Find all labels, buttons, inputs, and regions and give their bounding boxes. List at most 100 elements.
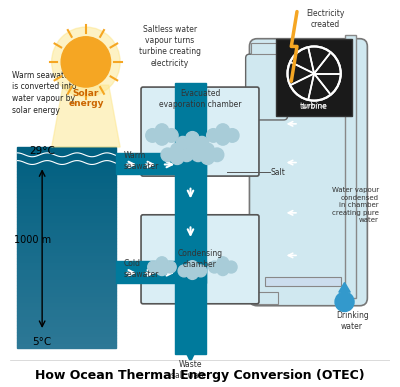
Bar: [18, 274, 116, 278]
Circle shape: [176, 136, 190, 150]
Bar: [18, 147, 116, 151]
Circle shape: [52, 27, 120, 97]
Bar: [18, 207, 116, 211]
FancyBboxPatch shape: [141, 215, 259, 304]
Text: Saltless water
vapour turns
turbine creating
electricity: Saltless water vapour turns turbine crea…: [138, 25, 200, 68]
Text: Condensing
chamber: Condensing chamber: [178, 249, 222, 269]
Circle shape: [216, 124, 230, 137]
Circle shape: [226, 128, 239, 142]
FancyBboxPatch shape: [250, 39, 367, 306]
Bar: [18, 342, 116, 345]
Bar: [18, 154, 116, 157]
Bar: [18, 217, 116, 221]
Bar: [18, 278, 116, 281]
Bar: [18, 328, 116, 332]
Bar: [18, 268, 116, 271]
Bar: [18, 325, 116, 328]
Circle shape: [155, 124, 169, 137]
Bar: [18, 224, 116, 228]
Bar: [18, 151, 116, 154]
Circle shape: [165, 128, 178, 142]
Circle shape: [146, 128, 159, 142]
FancyBboxPatch shape: [276, 39, 352, 116]
FancyBboxPatch shape: [276, 39, 352, 116]
Text: Evacuated
evaporation chamber: Evacuated evaporation chamber: [159, 89, 241, 109]
Bar: [18, 322, 116, 325]
Circle shape: [335, 292, 354, 312]
Bar: [18, 174, 116, 177]
Bar: [18, 312, 116, 315]
Circle shape: [201, 151, 214, 164]
Bar: [251, 292, 278, 304]
Bar: [18, 295, 116, 298]
Text: Warm seawater
is converted into
water vapour by
solar energy: Warm seawater is converted into water va…: [12, 71, 76, 115]
Bar: [18, 201, 116, 204]
Bar: [251, 43, 278, 54]
Text: Drinking
water: Drinking water: [336, 311, 368, 331]
Bar: [265, 277, 341, 286]
Text: 5°C: 5°C: [32, 337, 52, 348]
Bar: [18, 177, 116, 181]
Text: Warm
seawater: Warm seawater: [124, 151, 159, 171]
Bar: [116, 153, 206, 174]
Circle shape: [210, 148, 224, 162]
Bar: [18, 251, 116, 254]
Bar: [18, 157, 116, 161]
Bar: [18, 305, 116, 308]
Circle shape: [195, 265, 207, 277]
Circle shape: [207, 128, 220, 142]
Bar: [18, 345, 116, 348]
Bar: [18, 228, 116, 231]
Text: Water vapour
condensed
in chamber
creating pure
water: Water vapour condensed in chamber creati…: [332, 187, 379, 223]
Circle shape: [155, 132, 169, 145]
Bar: [18, 181, 116, 184]
Bar: [18, 281, 116, 284]
Bar: [18, 184, 116, 187]
Bar: [18, 214, 116, 217]
Circle shape: [225, 261, 237, 273]
Bar: [18, 231, 116, 234]
Circle shape: [178, 265, 190, 277]
Bar: [344, 35, 356, 298]
Bar: [18, 161, 116, 164]
Text: Solar
energy: Solar energy: [68, 89, 104, 108]
Bar: [18, 194, 116, 197]
Circle shape: [186, 267, 198, 279]
Bar: [18, 332, 116, 335]
Bar: [116, 261, 206, 283]
Circle shape: [217, 264, 229, 276]
Bar: [18, 204, 116, 207]
Circle shape: [148, 261, 160, 273]
Bar: [18, 264, 116, 268]
Bar: [18, 335, 116, 338]
Circle shape: [186, 132, 199, 145]
Bar: [18, 211, 116, 214]
FancyBboxPatch shape: [246, 54, 288, 120]
Circle shape: [192, 148, 205, 162]
Polygon shape: [339, 283, 350, 292]
Bar: [18, 191, 116, 194]
Bar: [18, 241, 116, 244]
Text: How Ocean Thermal Energy Conversion (OTEC): How Ocean Thermal Energy Conversion (OTE…: [35, 369, 365, 382]
FancyBboxPatch shape: [141, 87, 259, 176]
Text: 29°C: 29°C: [29, 146, 55, 156]
Bar: [18, 187, 116, 191]
Text: Cold
seawater: Cold seawater: [124, 259, 159, 279]
Circle shape: [156, 264, 168, 276]
Bar: [18, 284, 116, 288]
Circle shape: [161, 148, 174, 162]
Circle shape: [180, 148, 193, 162]
Text: turbine: turbine: [302, 103, 327, 110]
Text: 1000 m: 1000 m: [14, 235, 51, 245]
Text: Electricity
created: Electricity created: [306, 9, 345, 29]
Bar: [18, 244, 116, 248]
Text: Salt: Salt: [270, 168, 285, 177]
Circle shape: [186, 261, 198, 272]
Text: turbine: turbine: [300, 102, 328, 111]
Circle shape: [208, 261, 220, 273]
Circle shape: [217, 257, 229, 269]
Bar: [18, 261, 116, 264]
Bar: [18, 298, 116, 301]
Circle shape: [164, 261, 176, 273]
Bar: [18, 171, 116, 174]
